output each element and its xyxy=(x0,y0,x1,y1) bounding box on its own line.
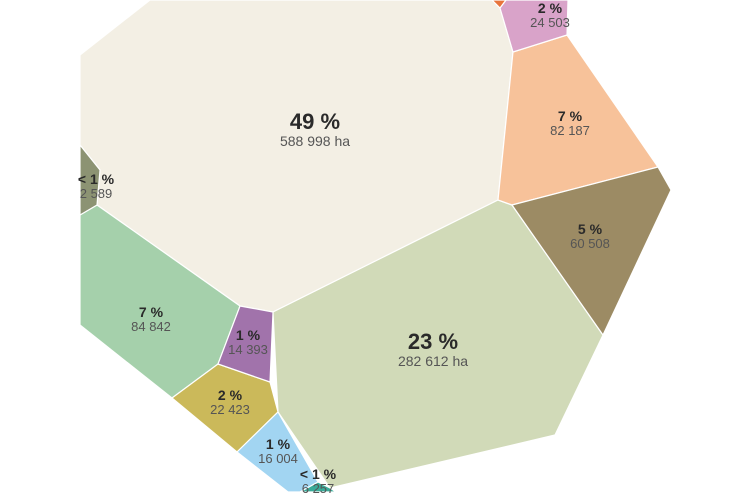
pct-label: 2 % xyxy=(537,0,563,17)
cell-purple xyxy=(217,305,274,383)
pct-label: 1 % xyxy=(265,436,291,453)
cell-label-beige: 49 % 588 998 ha xyxy=(280,110,350,150)
cell-lightgreen xyxy=(272,199,604,489)
cell-orange xyxy=(491,0,507,9)
pct-label: 7 % xyxy=(557,108,583,125)
value-label: 282 612 ha xyxy=(397,353,469,370)
cell-label-yellow: 2 % 22 423 xyxy=(210,387,250,418)
cell-gray xyxy=(79,143,101,217)
pct-label: 1 % xyxy=(235,327,261,344)
cell-label-purple: 1 % 14 393 xyxy=(228,327,268,358)
value-label: 84 842 xyxy=(131,319,171,335)
pct-label: 49 % xyxy=(289,109,341,135)
cell-label-peach: 7 % 82 187 xyxy=(550,108,590,139)
cell-label-teal: < 1 % 6 257 xyxy=(299,466,337,497)
pct-label: 23 % xyxy=(407,329,459,355)
value-label: 6 257 xyxy=(301,481,335,497)
value-label: 22 423 xyxy=(210,402,250,418)
pct-label: < 1 % xyxy=(77,171,115,188)
value-label: 16 004 xyxy=(258,451,298,467)
value-label: 82 187 xyxy=(550,123,590,139)
value-label: 60 508 xyxy=(570,236,610,252)
pct-label: < 1 % xyxy=(299,466,337,483)
cell-brown xyxy=(511,166,672,337)
value-label: 2 589 xyxy=(79,186,113,202)
cell-label-lightgreen: 23 % 282 612 ha xyxy=(398,330,468,370)
pct-label: 7 % xyxy=(138,304,164,321)
cell-label-gray: < 1 % 2 589 xyxy=(77,171,115,202)
cell-teal xyxy=(298,481,338,492)
value-label: 24 503 xyxy=(530,15,570,31)
cell-label-pink: 2 % 24 503 xyxy=(530,0,570,31)
cell-label-green: 7 % 84 842 xyxy=(131,304,171,335)
pct-label: 5 % xyxy=(577,221,603,238)
pct-label: 2 % xyxy=(217,387,243,404)
cell-label-blue: 1 % 16 004 xyxy=(258,436,298,467)
value-label: 14 393 xyxy=(228,342,268,358)
cell-label-brown: 5 % 60 508 xyxy=(570,221,610,252)
value-label: 588 998 ha xyxy=(279,133,351,150)
